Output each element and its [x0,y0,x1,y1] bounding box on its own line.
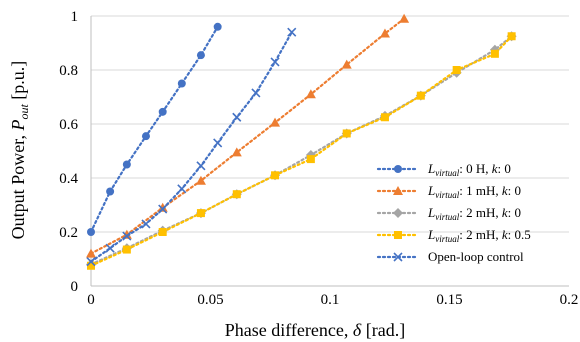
data-point [122,245,131,254]
data-point [196,209,205,218]
legend-label: Open-loop control [428,249,524,264]
x-tick-label: 0.05 [197,292,223,308]
x-axis-title: Phase difference, δ [rad.] [225,320,405,340]
data-point [490,49,499,58]
legend-item: Lvirtual: 2 mH, k: 0 [376,205,521,222]
x-tick-label: 0.1 [321,292,340,308]
data-point [213,138,223,148]
data-point [106,187,115,196]
legend-label: Lvirtual: 2 mH, k: 0.5 [427,227,531,244]
data-point [122,160,131,169]
data-point [507,32,516,41]
series-line [89,17,406,255]
data-point [342,129,351,138]
data-point [416,91,425,100]
x-tick-label: 0.15 [436,292,462,308]
data-point [231,147,242,157]
data-point [105,243,115,253]
data-point [232,190,241,199]
data-point [452,66,461,74]
data-point [380,113,389,122]
data-point [157,202,168,212]
x-tick-label: 0 [87,292,95,308]
legend-marker [393,252,403,262]
data-point [177,184,187,194]
y-tick-label: 0.4 [59,171,78,187]
data-point [306,155,315,164]
y-tick-label: 0.8 [59,63,78,79]
series-line [89,31,293,263]
y-axis-title: Output Power, Pout [p.u.] [8,61,31,240]
data-point [158,107,167,116]
data-point [87,261,95,270]
series-4 [87,32,516,270]
y-tick-labels: 0 0.2 0.4 0.6 0.8 1 [59,9,78,295]
data-point [121,229,132,239]
data-point [122,231,132,241]
data-point [251,88,261,98]
data-point [158,204,168,214]
data-point [196,51,205,60]
legend-label: Lvirtual: 2 mH, k: 0 [427,205,521,222]
grid-lines [91,15,569,233]
series-line [89,25,219,234]
data-point [141,132,150,141]
data-point [399,13,410,23]
series-line [89,35,513,267]
data-point [270,57,280,67]
data-point [271,171,280,180]
legend-item: Open-loop control [376,249,524,264]
axes [90,16,569,287]
legend-item: Lvirtual: 0 H, k: 0 [376,161,511,178]
data-point [196,161,206,171]
data-series [86,13,517,270]
y-tick-label: 0.2 [59,225,78,241]
y-tick-label: 1 [71,9,79,25]
legend-label: Lvirtual: 0 H, k: 0 [427,161,511,178]
data-point [87,228,95,236]
data-point [86,248,96,258]
data-point [341,59,352,69]
legend-label: Lvirtual: 1 mH, k: 0 [427,183,521,200]
legend-marker [393,186,403,195]
data-point [195,175,206,185]
data-point [232,112,242,122]
series-1 [87,22,222,236]
data-point [158,228,167,236]
data-point [305,89,316,99]
series-2 [86,13,410,258]
series-5 [86,27,297,267]
data-point [86,257,96,267]
data-point [379,28,390,38]
y-tick-label: 0.6 [59,117,78,133]
data-point [287,27,297,37]
x-tick-labels: 0 0.05 0.1 0.15 0.2 [87,292,578,308]
x-tick-label: 0.2 [560,292,579,308]
data-point [141,219,151,229]
y-tick-label: 0 [71,279,79,295]
legend-marker [394,165,402,173]
legend-marker [394,231,402,239]
data-point [270,117,281,127]
legend: Lvirtual: 0 H, k: 0 Lvirtual: 1 mH, k: 0 L… [376,161,531,264]
legend-marker [393,208,403,218]
legend-item: Lvirtual: 1 mH, k: 0 [376,183,521,200]
legend-item: Lvirtual: 2 mH, k: 0.5 [376,227,531,244]
data-point [177,79,186,88]
data-point [213,22,222,31]
